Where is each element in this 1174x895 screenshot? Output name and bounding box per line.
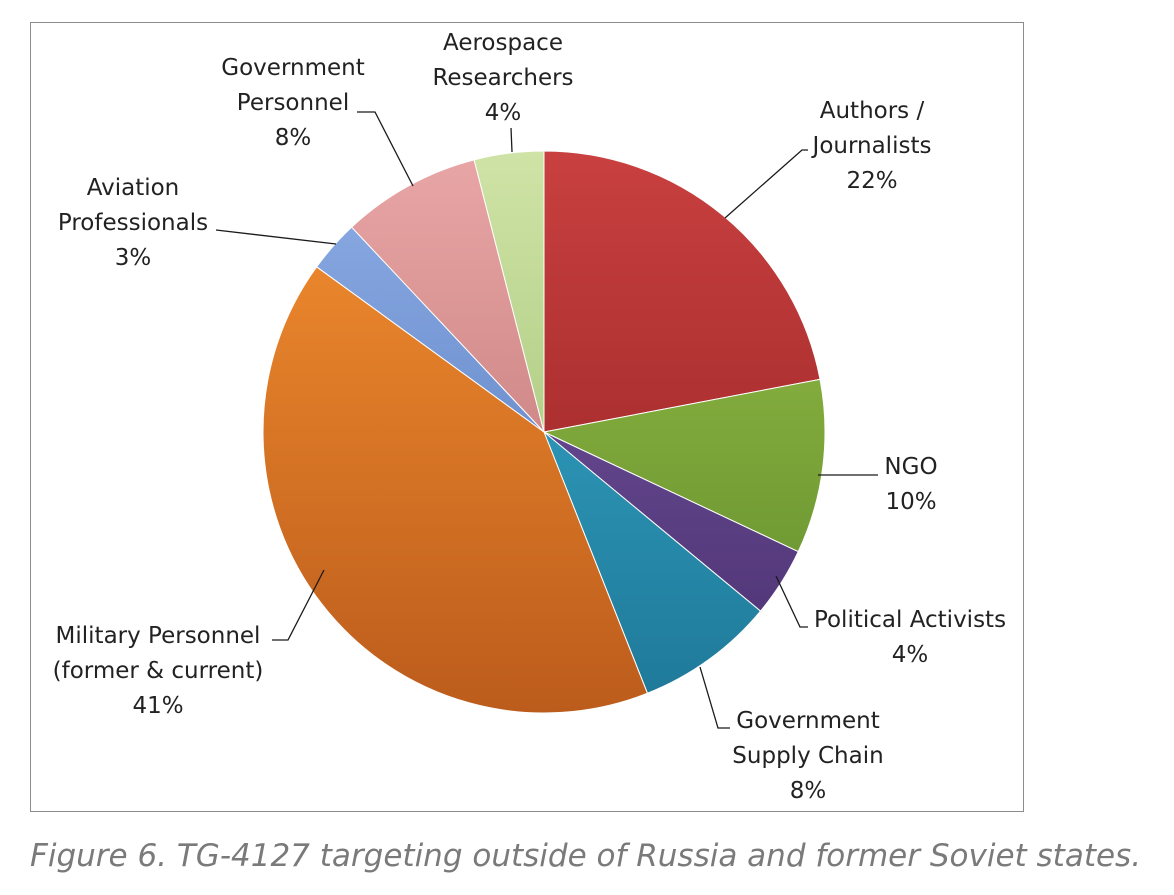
slice-percent: 3% [115, 245, 152, 271]
slice-percent: 10% [885, 489, 936, 515]
leader-line-5 [215, 229, 337, 245]
leader-line-2 [775, 575, 808, 628]
slice-label-line: Political Activists [814, 607, 1006, 633]
leader-line-4 [272, 569, 325, 641]
slice-label-line: Aviation [87, 175, 180, 201]
slice-label-line: NGO [884, 454, 937, 480]
leader-line-3 [699, 666, 730, 729]
pie-slice-1 [542, 378, 826, 553]
slice-percent: 8% [790, 778, 827, 804]
slice-label-line: Personnel [237, 90, 349, 116]
slice-percent: 41% [132, 693, 183, 719]
pie-slice-3 [543, 431, 762, 694]
slice-label-line: Researchers [432, 65, 573, 91]
pie-slice-4 [262, 266, 649, 714]
slice-percent: 8% [275, 125, 312, 151]
slice-percent: 22% [846, 168, 897, 194]
leader-line-7 [510, 127, 513, 153]
slice-label-line: Government [736, 708, 879, 734]
slice-label-line: Professionals [58, 210, 208, 236]
leader-line-0 [724, 149, 808, 219]
slice-label-4: Military Personnel (former & current) 41% [53, 623, 264, 719]
slice-label-7: Aerospace Researchers 4% [432, 30, 573, 126]
leader-line-6 [357, 111, 414, 187]
slice-label-6: Government Personnel 8% [221, 55, 364, 151]
slice-percent: 4% [892, 642, 929, 668]
leader-lines [215, 111, 878, 729]
slice-labels: Authors / Journalists 22% NGO 10% Political A… [53, 30, 1006, 804]
slice-percent: 4% [485, 100, 522, 126]
slice-label-0: Authors / Journalists 22% [811, 98, 932, 194]
pie-slice-6 [350, 159, 545, 433]
slice-label-2: Political Activists 4% [814, 607, 1006, 668]
slice-label-line: Journalists [811, 133, 932, 159]
figure-caption: Figure 6. TG-4127 targeting outside of R… [30, 838, 1142, 874]
slice-label-3: Government Supply Chain 8% [732, 708, 883, 804]
slice-label-line: (former & current) [53, 658, 264, 684]
slice-label-line: Authors / [820, 98, 925, 124]
pie-slice-7 [473, 150, 545, 433]
slice-label-line: Aerospace [443, 30, 563, 56]
slice-label-line: Military Personnel [56, 623, 261, 649]
slice-label-1: NGO 10% [884, 454, 937, 515]
slice-label-line: Supply Chain [732, 743, 883, 769]
pie-slice-0 [543, 150, 821, 433]
slice-label-line: Government [221, 55, 364, 81]
pie-slices [262, 150, 826, 714]
slice-label-5: Aviation Professionals 3% [58, 175, 208, 271]
